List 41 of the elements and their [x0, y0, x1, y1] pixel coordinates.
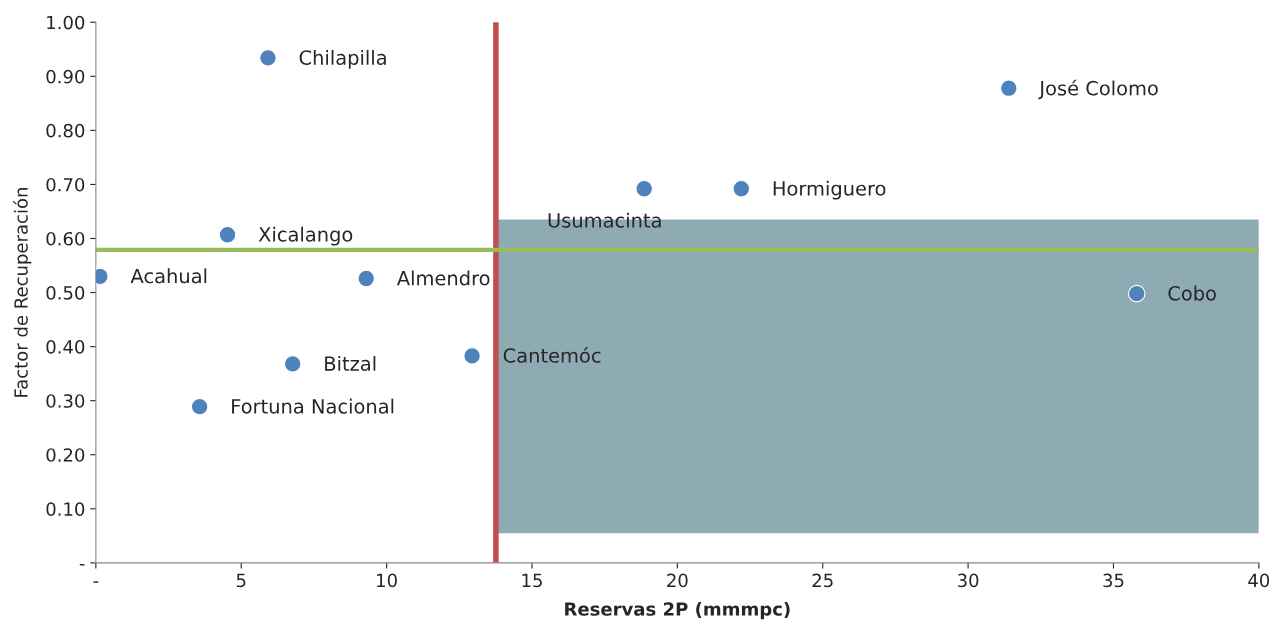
y-tick-label: 0.50 — [46, 286, 85, 300]
annotation: Almendro — [396, 270, 490, 286]
annotation: Chilapilla — [299, 49, 386, 69]
point — [357, 269, 376, 288]
y-tick-label: 0.60 — [46, 231, 85, 246]
y-tick-label: 1.00 — [47, 15, 85, 30]
x-tick-label: 40 — [1248, 573, 1270, 588]
x-tick-label: 20 — [667, 573, 688, 588]
x-tick-label: 30 — [957, 573, 979, 588]
y-tick-label: 0.90 — [46, 69, 85, 84]
annotation: Xicalango — [258, 226, 353, 246]
annotation: Bitzal — [325, 355, 376, 371]
x-tick-label: 35 — [1103, 573, 1124, 588]
point — [635, 179, 653, 198]
x-tick-label: 5 — [236, 573, 246, 588]
y-tick-label: - — [79, 564, 85, 566]
y-tick-label: 0.40 — [46, 340, 85, 354]
x-tick-label: 10 — [377, 573, 397, 588]
x-tick-label: 25 — [812, 573, 833, 588]
point — [1000, 79, 1018, 97]
x-axis-title: Reservas 2P (mmmpc) — [565, 601, 790, 620]
annotation: Cantemóc — [503, 347, 601, 363]
y-tick-label: 0.20 — [46, 448, 85, 462]
annotation: Hormiguero — [773, 180, 886, 200]
point — [463, 347, 481, 365]
annotation: José Colomo — [1038, 79, 1158, 100]
point — [190, 397, 209, 416]
y-tick-label: 0.30 — [46, 394, 85, 408]
x-tick-label: 15 — [522, 573, 542, 588]
point — [283, 355, 302, 373]
point — [218, 225, 237, 244]
annotation: Cobo — [1168, 285, 1216, 301]
y-tick-label: 0.10 — [46, 502, 85, 516]
annotation: Acahual — [130, 268, 207, 284]
point — [1127, 284, 1146, 303]
y-tick-label: 0.80 — [46, 123, 85, 138]
y-axis-title: Factor de Recuperación — [13, 188, 32, 397]
point — [732, 179, 751, 198]
y-tick-label: 0.70 — [46, 177, 85, 192]
point — [259, 49, 277, 67]
annotation: Fortuna Nacional — [232, 398, 394, 414]
